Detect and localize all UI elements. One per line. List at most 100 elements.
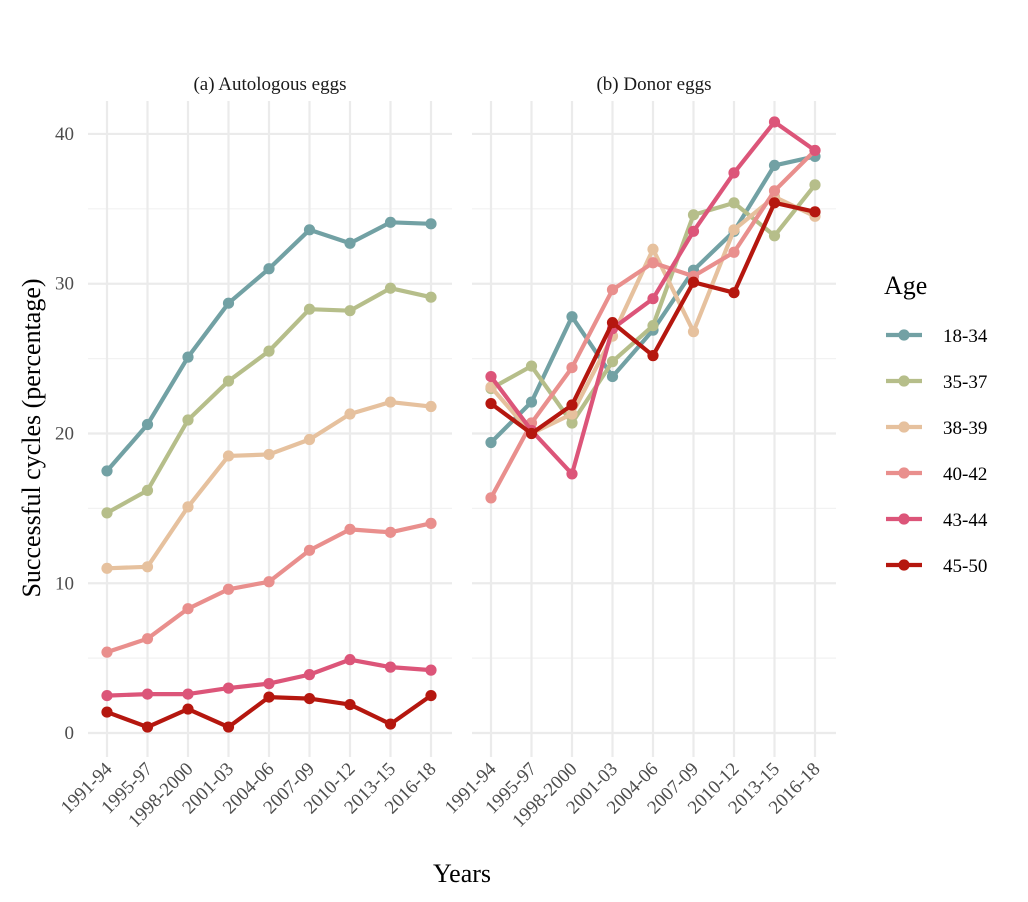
- data-point-43-44: [809, 144, 821, 157]
- data-point-45-50: [606, 317, 619, 329]
- legend-item-43-44: 43-44: [886, 510, 988, 531]
- data-point-40-42: [485, 492, 497, 504]
- data-point-43-44: [303, 669, 316, 681]
- legend-title: Age: [884, 271, 927, 300]
- data-point-45-50: [525, 427, 538, 440]
- legend-item-38-39: 38-39: [886, 418, 987, 439]
- data-point-18-34: [263, 263, 275, 275]
- data-point-38-39: [566, 408, 578, 420]
- data-point-40-42: [303, 544, 316, 556]
- data-point-38-39: [263, 448, 275, 461]
- data-point-35-37: [768, 230, 781, 242]
- legend-label: 43-44: [943, 510, 988, 531]
- data-point-38-39: [384, 396, 397, 408]
- legend-item-35-37: 35-37: [886, 372, 987, 393]
- data-point-40-42: [263, 576, 275, 588]
- data-point-43-44: [182, 688, 194, 700]
- data-point-35-37: [263, 345, 275, 357]
- legend-label: 40-42: [943, 464, 987, 485]
- data-point-40-42: [768, 185, 781, 197]
- panel-autologous-eggs: (a) Autologous eggs 0 10 20 30 40 1991-941995-…: [55, 74, 452, 832]
- data-point-38-39: [485, 381, 497, 393]
- legend-key-point: [898, 421, 910, 433]
- data-point-45-50: [728, 287, 740, 299]
- panel-title: (a) Autologous eggs: [193, 74, 346, 95]
- y-tick-label: 20: [55, 423, 74, 444]
- data-point-45-50: [344, 698, 356, 711]
- data-point-45-50: [566, 399, 578, 411]
- data-point-18-34: [606, 370, 619, 383]
- data-point-35-37: [647, 320, 659, 332]
- data-point-43-44: [768, 116, 781, 128]
- data-point-38-39: [647, 243, 659, 255]
- data-point-18-34: [101, 465, 113, 477]
- data-point-40-42: [141, 633, 154, 645]
- data-point-35-37: [344, 305, 356, 317]
- panel-donor-eggs: (b) Donor eggs 1991-941995-971998-2000200…: [441, 74, 836, 832]
- data-point-18-34: [485, 436, 497, 449]
- legend-item-18-34: 18-34: [886, 326, 988, 347]
- legend-key-point: [898, 467, 910, 479]
- legend-key-point: [898, 329, 910, 341]
- data-point-35-37: [303, 303, 316, 315]
- legend-label: 45-50: [943, 556, 987, 577]
- data-point-38-39: [303, 433, 316, 446]
- data-point-40-42: [344, 523, 356, 535]
- data-point-38-39: [425, 400, 437, 413]
- chart-panels: (a) Autologous eggs 0 10 20 30 40 1991-941995-…: [55, 74, 836, 832]
- data-point-18-34: [525, 396, 538, 408]
- data-point-38-39: [344, 408, 356, 420]
- data-point-43-44: [222, 682, 235, 694]
- data-point-45-50: [384, 718, 397, 730]
- data-point-43-44: [344, 654, 356, 666]
- data-point-45-50: [425, 689, 437, 702]
- data-point-45-50: [182, 703, 194, 715]
- x-tick-labels: 1991-941995-971998-20002001-032004-06200…: [441, 758, 825, 831]
- y-tick-label: 10: [55, 573, 74, 594]
- x-axis-title: Years: [433, 859, 491, 888]
- data-point-43-44: [263, 678, 275, 690]
- data-point-40-42: [101, 646, 113, 658]
- data-point-38-39: [728, 224, 740, 236]
- data-point-35-37: [384, 282, 397, 294]
- gridlines: [88, 101, 452, 757]
- data-point-40-42: [384, 526, 397, 538]
- data-point-35-37: [809, 179, 821, 191]
- data-point-45-50: [768, 197, 781, 209]
- data-point-35-37: [425, 291, 437, 303]
- data-point-43-44: [687, 225, 700, 237]
- data-point-35-37: [222, 375, 235, 387]
- data-point-43-44: [647, 293, 659, 305]
- data-point-40-42: [566, 361, 578, 374]
- data-point-45-50: [263, 691, 275, 703]
- data-point-18-34: [384, 216, 397, 228]
- x-tick-labels: 1991-941995-971998-20002001-032004-06200…: [57, 758, 441, 831]
- data-point-18-34: [222, 297, 235, 309]
- legend-item-40-42: 40-42: [886, 464, 987, 485]
- data-point-38-39: [222, 450, 235, 462]
- legend: Age 18-34 35-37 38-39 40-42 43-44 45-50: [884, 271, 988, 577]
- y-tick-label: 30: [55, 274, 74, 295]
- data-point-35-37: [687, 209, 700, 221]
- data-point-45-50: [687, 276, 700, 288]
- legend-label: 38-39: [943, 418, 987, 439]
- data-point-43-44: [141, 688, 154, 700]
- data-point-43-44: [425, 664, 437, 676]
- data-point-45-50: [809, 206, 821, 218]
- data-point-35-37: [606, 356, 619, 368]
- data-point-18-34: [182, 351, 194, 363]
- legend-label: 18-34: [943, 326, 988, 347]
- data-point-18-34: [425, 218, 437, 230]
- y-tick-label: 40: [55, 124, 74, 145]
- data-point-38-39: [141, 561, 154, 573]
- data-point-35-37: [182, 414, 194, 426]
- data-point-43-44: [384, 661, 397, 673]
- y-tick-label: 0: [65, 723, 75, 744]
- data-point-35-37: [566, 417, 578, 429]
- data-point-40-42: [425, 517, 437, 529]
- data-point-35-37: [728, 197, 740, 209]
- data-point-45-50: [485, 397, 497, 410]
- data-point-45-50: [222, 721, 235, 733]
- data-point-40-42: [728, 246, 740, 258]
- data-point-35-37: [141, 484, 154, 497]
